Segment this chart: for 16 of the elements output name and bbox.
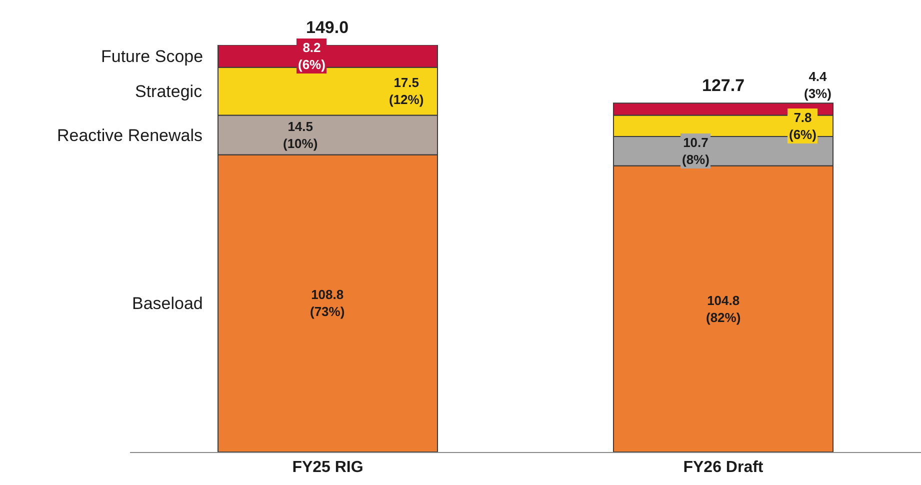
series-label: Strategic xyxy=(135,82,203,101)
data-label: 104.8 (82%) xyxy=(706,293,741,325)
data-label: 17.5 (12%) xyxy=(389,75,424,107)
series-label: Baseload xyxy=(132,294,203,313)
data-label: 7.8 (6%) xyxy=(789,110,816,142)
data-label: 8.2 (6%) xyxy=(298,40,326,72)
x-tick-label: FY25 RIG xyxy=(292,459,364,476)
series-label: Future Scope xyxy=(101,47,204,66)
series-label: Reactive Renewals xyxy=(57,126,203,145)
total-label: 149.0 xyxy=(306,18,349,37)
total-label: 127.7 xyxy=(702,76,745,95)
x-tick-label: FY26 Draft xyxy=(683,459,764,476)
data-label: 108.8 (73%) xyxy=(310,287,345,319)
data-label: 14.5 (10%) xyxy=(283,119,318,151)
data-label: 4.4 (3%) xyxy=(804,69,832,101)
data-label: 10.7 (8%) xyxy=(682,135,710,167)
